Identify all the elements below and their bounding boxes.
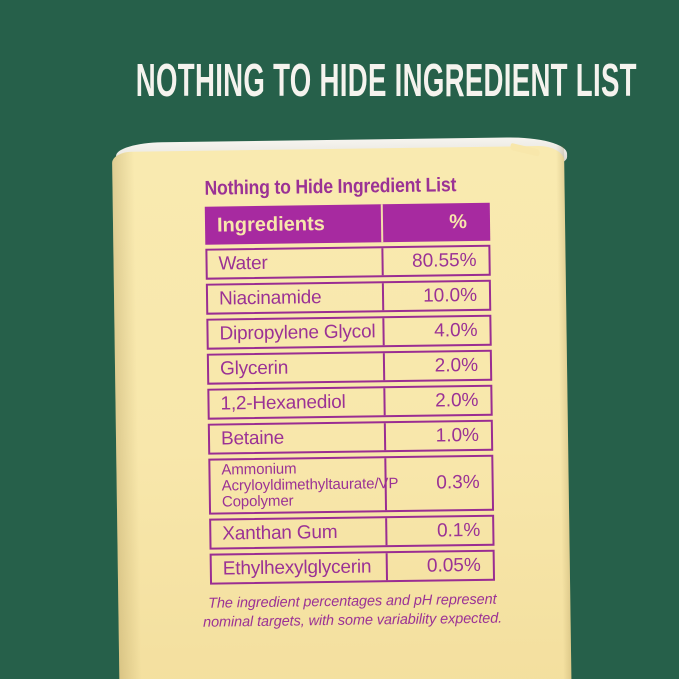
- percent-value-cell: 4.0%: [382, 316, 490, 346]
- percent-value-cell: 0.3%: [384, 456, 493, 511]
- table-row: 1,2-Hexanediol 2.0%: [207, 384, 493, 420]
- ingredient-name-cell: Ammonium Acryloyldimethyltaurate/VP Copo…: [221, 460, 399, 511]
- ingredient-table: Ingredients % Water 80.55% Niacinamide 1…: [204, 202, 496, 585]
- ingredient-name-cell: Glycerin: [219, 357, 289, 380]
- ingredient-panel: Nothing to Hide Ingredient List Ingredie…: [203, 171, 502, 633]
- table-row: Xanthan Gum 0.1%: [209, 514, 495, 550]
- table-header-row: Ingredients %: [204, 202, 491, 245]
- ingredient-name-cell: Niacinamide: [218, 286, 322, 310]
- ingredient-name-cell: Dipropylene Glycol: [219, 320, 376, 345]
- table-row: Betaine 1.0%: [207, 419, 494, 455]
- table-row: Dipropylene Glycol 4.0%: [206, 314, 492, 350]
- product-box: Nothing to Hide Ingredient List Ingredie…: [112, 136, 572, 679]
- table-row: Niacinamide 10.0%: [205, 279, 492, 315]
- ingredient-name-cell: Ethylhexylglycerin: [222, 555, 372, 579]
- percent-value-cell: 0.05%: [385, 551, 493, 581]
- ingredient-name-cell: Betaine: [220, 427, 285, 450]
- table-row: Ammonium Acryloyldimethyltaurate/VP Copo…: [208, 454, 495, 515]
- panel-title: Nothing to Hide Ingredient List: [204, 174, 457, 200]
- percent-value-cell: 10.0%: [381, 281, 490, 311]
- footnote: The ingredient percentages and pH repres…: [202, 591, 503, 631]
- header-cell-ingredients: Ingredients: [216, 212, 325, 237]
- table-row: Ethylhexylglycerin 0.05%: [209, 549, 496, 585]
- ingredient-name-cell: 1,2-Hexanediol: [220, 391, 346, 415]
- header-cell-percent: %: [380, 202, 491, 243]
- percent-value-cell: 80.55%: [381, 246, 489, 276]
- ingredient-name-cell: Xanthan Gum: [222, 521, 338, 544]
- percent-value-cell: 2.0%: [382, 351, 491, 381]
- table-row: Glycerin 2.0%: [206, 349, 493, 385]
- page-title: NOTHING TO HIDE INGREDIENT LIST: [135, 54, 637, 106]
- table-row: Water 80.55%: [205, 244, 491, 280]
- percent-value-cell: 2.0%: [383, 386, 491, 416]
- percent-value-cell: 1.0%: [383, 421, 492, 451]
- ingredient-name-cell: Water: [218, 252, 268, 275]
- percent-value-cell: 0.1%: [385, 516, 493, 546]
